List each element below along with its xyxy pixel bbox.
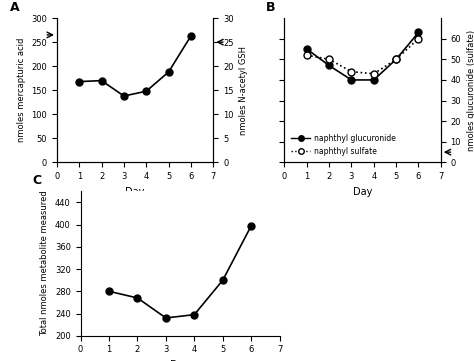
Text: C: C [33,174,42,187]
naphthyl glucuronide [393,57,399,61]
naphthyl sulfate [371,71,377,76]
Text: A: A [10,1,19,14]
Line: naphthyl glucuronide: naphthyl glucuronide [303,29,422,83]
naphthyl glucuronide [326,63,332,68]
naphthyl sulfate [393,57,399,61]
X-axis label: Day: Day [353,187,372,197]
naphthyl glucuronide [371,78,377,82]
naphthyl glucuronide [304,47,310,51]
X-axis label: Day: Day [126,187,145,197]
X-axis label: Day: Day [171,360,190,361]
Y-axis label: nmoles glucuronide (sulfate): nmoles glucuronide (sulfate) [467,30,474,151]
Line: naphthyl sulfate: naphthyl sulfate [303,35,422,77]
Text: B: B [265,1,275,14]
Y-axis label: nmoles N-acetyl GSH: nmoles N-acetyl GSH [239,46,248,135]
naphthyl sulfate [348,70,354,74]
Legend: naphthyl glucuronide, naphthyl sulfate: naphthyl glucuronide, naphthyl sulfate [288,131,399,158]
Y-axis label: Total nmoles metabolite measured: Total nmoles metabolite measured [40,191,49,336]
naphthyl glucuronide [416,30,421,35]
naphthyl glucuronide [348,78,354,82]
naphthyl sulfate [326,57,332,61]
Y-axis label: nmoles mercapturic acid: nmoles mercapturic acid [17,38,26,143]
naphthyl sulfate [416,36,421,41]
naphthyl sulfate [304,53,310,57]
